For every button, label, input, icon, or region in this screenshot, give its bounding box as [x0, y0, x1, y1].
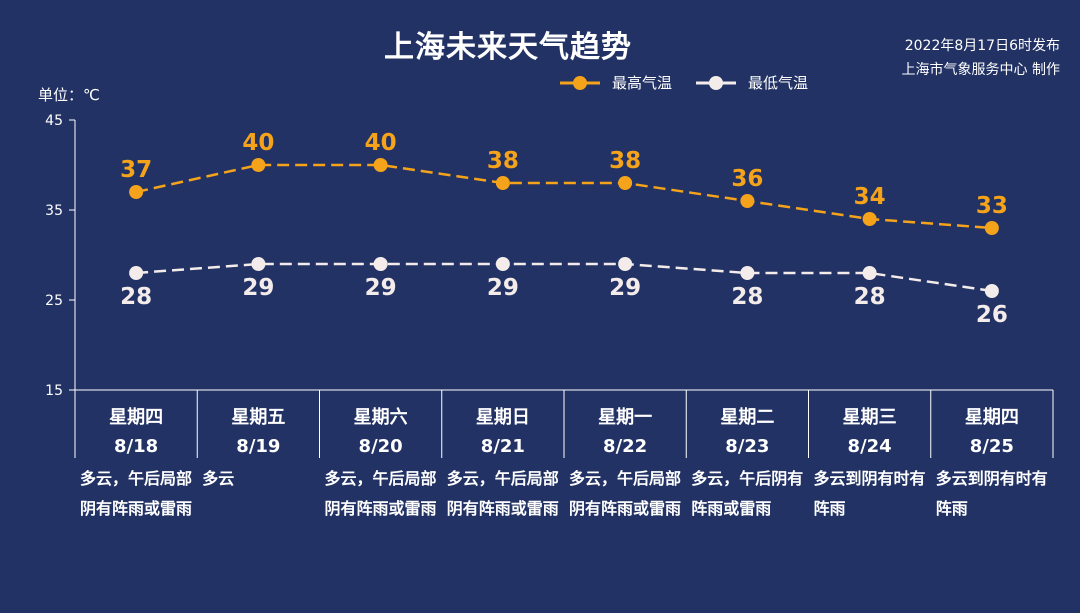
- category-date: 8/22: [603, 436, 647, 457]
- data-point-low: [984, 284, 999, 298]
- series-line-high: [135, 163, 992, 230]
- data-point-low: [373, 257, 388, 271]
- data-point-high: [862, 212, 877, 226]
- data-point-high: [495, 176, 510, 190]
- data-point-high: [618, 176, 633, 190]
- data-point-low: [862, 266, 877, 280]
- weather-description: 多云，午后局部阴有阵雨或雷雨: [569, 469, 682, 518]
- weather-description: 多云，午后局部阴有阵雨或雷雨: [446, 469, 559, 518]
- category-date: 8/19: [236, 436, 280, 457]
- weather-description: 多云，午后阴有阵雨或雷雨: [691, 469, 804, 518]
- category-date: 8/20: [359, 436, 403, 457]
- data-label-high: 40: [365, 130, 397, 156]
- data-label-high: 40: [242, 130, 274, 156]
- category-weekday: 星期二: [720, 407, 774, 428]
- data-point-low: [618, 257, 633, 271]
- data-point-high: [251, 158, 266, 172]
- data-label-high: 36: [731, 166, 763, 192]
- unit-label: 单位：℃: [38, 86, 100, 104]
- series-line-low: [136, 262, 993, 293]
- data-point-high: [740, 194, 755, 208]
- data-label-low: 28: [854, 284, 886, 310]
- data-label-high: 37: [120, 157, 152, 183]
- data-point-low: [129, 266, 144, 280]
- category-weekday: 星期日: [476, 407, 530, 428]
- data-label-low: 28: [731, 284, 763, 310]
- category-weekday: 星期三: [843, 407, 897, 428]
- legend-item-high: 最高气温: [560, 72, 672, 93]
- category-date: 8/25: [970, 436, 1014, 457]
- data-label-low: 26: [976, 302, 1008, 328]
- weather-description: 多云到阴有时有阵雨: [813, 469, 926, 518]
- legend: 最高气温 最低气温: [560, 72, 832, 93]
- category-weekday: 星期四: [109, 407, 163, 428]
- legend-swatch-low: [696, 75, 737, 90]
- category-weekday: 星期五: [231, 407, 285, 428]
- category-weekday: 星期四: [965, 407, 1019, 428]
- category-date: 8/18: [114, 436, 158, 457]
- data-label-high: 38: [487, 148, 519, 174]
- data-label-low: 29: [609, 275, 641, 301]
- publisher: 上海市气象服务中心 制作: [901, 62, 1060, 78]
- category-date: 8/24: [848, 436, 892, 457]
- data-point-high: [129, 185, 144, 199]
- y-tick-label: 35: [45, 203, 63, 219]
- data-label-low: 29: [242, 275, 274, 301]
- data-label-high: 38: [609, 148, 641, 174]
- data-point-high: [984, 221, 999, 235]
- data-label-low: 29: [365, 275, 397, 301]
- weather-description: 多云，午后局部阴有阵雨或雷雨: [324, 469, 437, 518]
- chart-title: 上海未来天气趋势: [384, 30, 632, 65]
- legend-swatch-high: [560, 75, 600, 90]
- legend-item-low: 最低气温: [696, 72, 808, 93]
- y-tick-label: 45: [45, 113, 63, 129]
- legend-label-low: 最低气温: [748, 74, 809, 92]
- data-label-low: 29: [487, 275, 519, 301]
- data-label-high: 34: [854, 184, 886, 210]
- y-tick-label: 25: [45, 293, 63, 309]
- category-date: 8/21: [481, 436, 525, 457]
- weather-description: 多云到阴有时有阵雨: [935, 469, 1048, 518]
- publish-time: 2022年8月17日6时发布: [904, 38, 1060, 54]
- data-point-low: [740, 266, 755, 280]
- y-tick-label: 15: [45, 383, 63, 399]
- data-point-low: [251, 257, 266, 271]
- weather-description: 多云，午后局部阴有阵雨或雷雨: [80, 469, 193, 518]
- data-label-high: 33: [976, 193, 1008, 219]
- data-point-low: [495, 257, 510, 271]
- weather-description: 多云: [202, 469, 235, 488]
- legend-label-high: 最高气温: [612, 74, 673, 92]
- category-date: 8/23: [725, 436, 769, 457]
- publish-info: 2022年8月17日6时发布 上海市气象服务中心 制作: [800, 34, 1060, 82]
- data-label-low: 28: [120, 284, 152, 310]
- category-weekday: 星期六: [354, 406, 408, 428]
- data-point-high: [373, 158, 388, 172]
- category-weekday: 星期一: [598, 407, 652, 428]
